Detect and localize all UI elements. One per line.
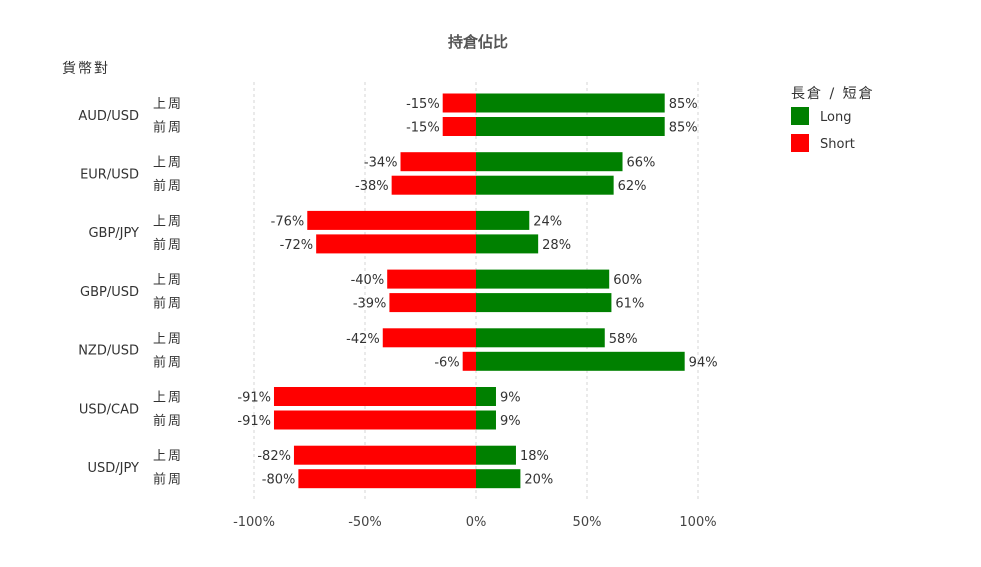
x-tick-label: -50% <box>348 515 382 530</box>
short-bar <box>400 152 476 172</box>
long-bar <box>476 445 516 465</box>
long-value-label: 20% <box>524 473 553 488</box>
short-bar <box>273 410 476 430</box>
currency-pair-label: USD/JPY <box>88 461 140 476</box>
short-value-label: -6% <box>434 355 459 370</box>
short-value-label: -76% <box>271 214 305 229</box>
long-value-label: 58% <box>609 332 638 347</box>
period-label: 前周 <box>153 472 183 488</box>
legend: 長倉 / 短倉 Long Short <box>791 86 875 152</box>
short-value-label: -15% <box>406 121 440 136</box>
short-bar <box>442 117 476 136</box>
long-bar <box>476 328 605 348</box>
long-bar <box>476 410 496 430</box>
short-bar <box>389 293 476 313</box>
long-value-label: 61% <box>615 297 644 312</box>
bars <box>273 93 685 489</box>
grid-lines <box>253 82 699 500</box>
currency-pair-label: AUD/USD <box>78 109 139 124</box>
period-label: 上周 <box>153 449 183 464</box>
currency-pair-label: NZD/USD <box>78 344 139 359</box>
long-bar <box>476 351 685 371</box>
period-label: 上周 <box>153 332 183 347</box>
x-tick-label: 50% <box>573 515 602 530</box>
short-value-label: -82% <box>257 449 291 464</box>
long-value-label: 60% <box>613 273 642 288</box>
short-bar <box>462 351 476 371</box>
period-label: 前周 <box>153 120 183 136</box>
period-label: 上周 <box>153 391 183 406</box>
short-value-label: -40% <box>351 273 385 288</box>
period-label: 上周 <box>153 273 183 288</box>
long-value-label: 24% <box>533 214 562 229</box>
x-tick-label: 100% <box>679 515 716 530</box>
long-bar <box>476 152 623 172</box>
long-bar <box>476 469 521 489</box>
long-value-label: 62% <box>618 179 647 194</box>
long-bar <box>476 175 614 195</box>
short-bar <box>316 234 476 254</box>
x-tick-label: 0% <box>466 515 487 530</box>
short-legend-label: Short <box>820 137 855 152</box>
long-bar <box>476 234 539 254</box>
legend-title: 長倉 / 短倉 <box>791 86 875 102</box>
short-bar <box>307 210 476 230</box>
long-value-label: 28% <box>542 238 571 253</box>
chart-title: 持倉佔比 <box>448 33 508 51</box>
period-label: 前周 <box>153 237 183 253</box>
short-bar <box>391 175 476 195</box>
long-bar <box>476 93 665 113</box>
short-bar <box>442 93 476 113</box>
short-legend-swatch <box>791 134 809 152</box>
short-value-label: -15% <box>406 97 440 112</box>
currency-pair-label: GBP/USD <box>80 285 139 300</box>
short-bar <box>273 387 476 406</box>
currency-pair-label: GBP/JPY <box>88 226 139 241</box>
short-value-label: -91% <box>237 414 271 429</box>
x-axis-ticks: -100% -50% 0% 50% 100% <box>233 515 717 530</box>
long-value-label: 85% <box>669 97 698 112</box>
short-bar <box>382 328 476 348</box>
short-bar <box>387 269 476 289</box>
long-legend-swatch <box>791 107 809 125</box>
short-value-label: -42% <box>346 332 380 347</box>
short-bar <box>298 469 476 489</box>
period-label: 前周 <box>153 178 183 194</box>
long-legend-label: Long <box>820 110 851 125</box>
long-bar <box>476 269 610 289</box>
currency-pair-label: USD/CAD <box>79 402 139 417</box>
short-bar <box>293 445 476 465</box>
short-value-label: -39% <box>353 297 387 312</box>
long-value-label: 9% <box>500 414 521 429</box>
long-bar <box>476 293 612 313</box>
short-value-label: -38% <box>355 179 389 194</box>
long-bar <box>476 117 665 136</box>
short-value-label: -72% <box>280 238 314 253</box>
period-label: 上周 <box>153 97 183 112</box>
x-tick-label: -100% <box>233 515 275 530</box>
long-value-label: 9% <box>500 391 521 406</box>
short-value-label: -91% <box>237 391 271 406</box>
long-value-label: 66% <box>627 156 656 171</box>
long-bar <box>476 387 496 406</box>
period-label: 上周 <box>153 156 183 171</box>
period-label: 前周 <box>153 354 183 370</box>
long-bar <box>476 210 530 230</box>
long-value-label: 94% <box>689 355 718 370</box>
period-label: 前周 <box>153 413 183 429</box>
long-value-label: 85% <box>669 121 698 136</box>
short-value-label: -80% <box>262 473 296 488</box>
currency-pair-label: EUR/USD <box>80 167 139 182</box>
long-value-label: 18% <box>520 449 549 464</box>
row-labels: AUD/USD 上周 -15% 85% 前周 -15% 85% EUR/USD 上周 -34% 66… <box>78 97 717 488</box>
short-value-label: -34% <box>364 156 398 171</box>
period-label: 上周 <box>153 214 183 229</box>
y-axis-title: 貨幣對 <box>62 60 110 77</box>
period-label: 前周 <box>153 296 183 312</box>
